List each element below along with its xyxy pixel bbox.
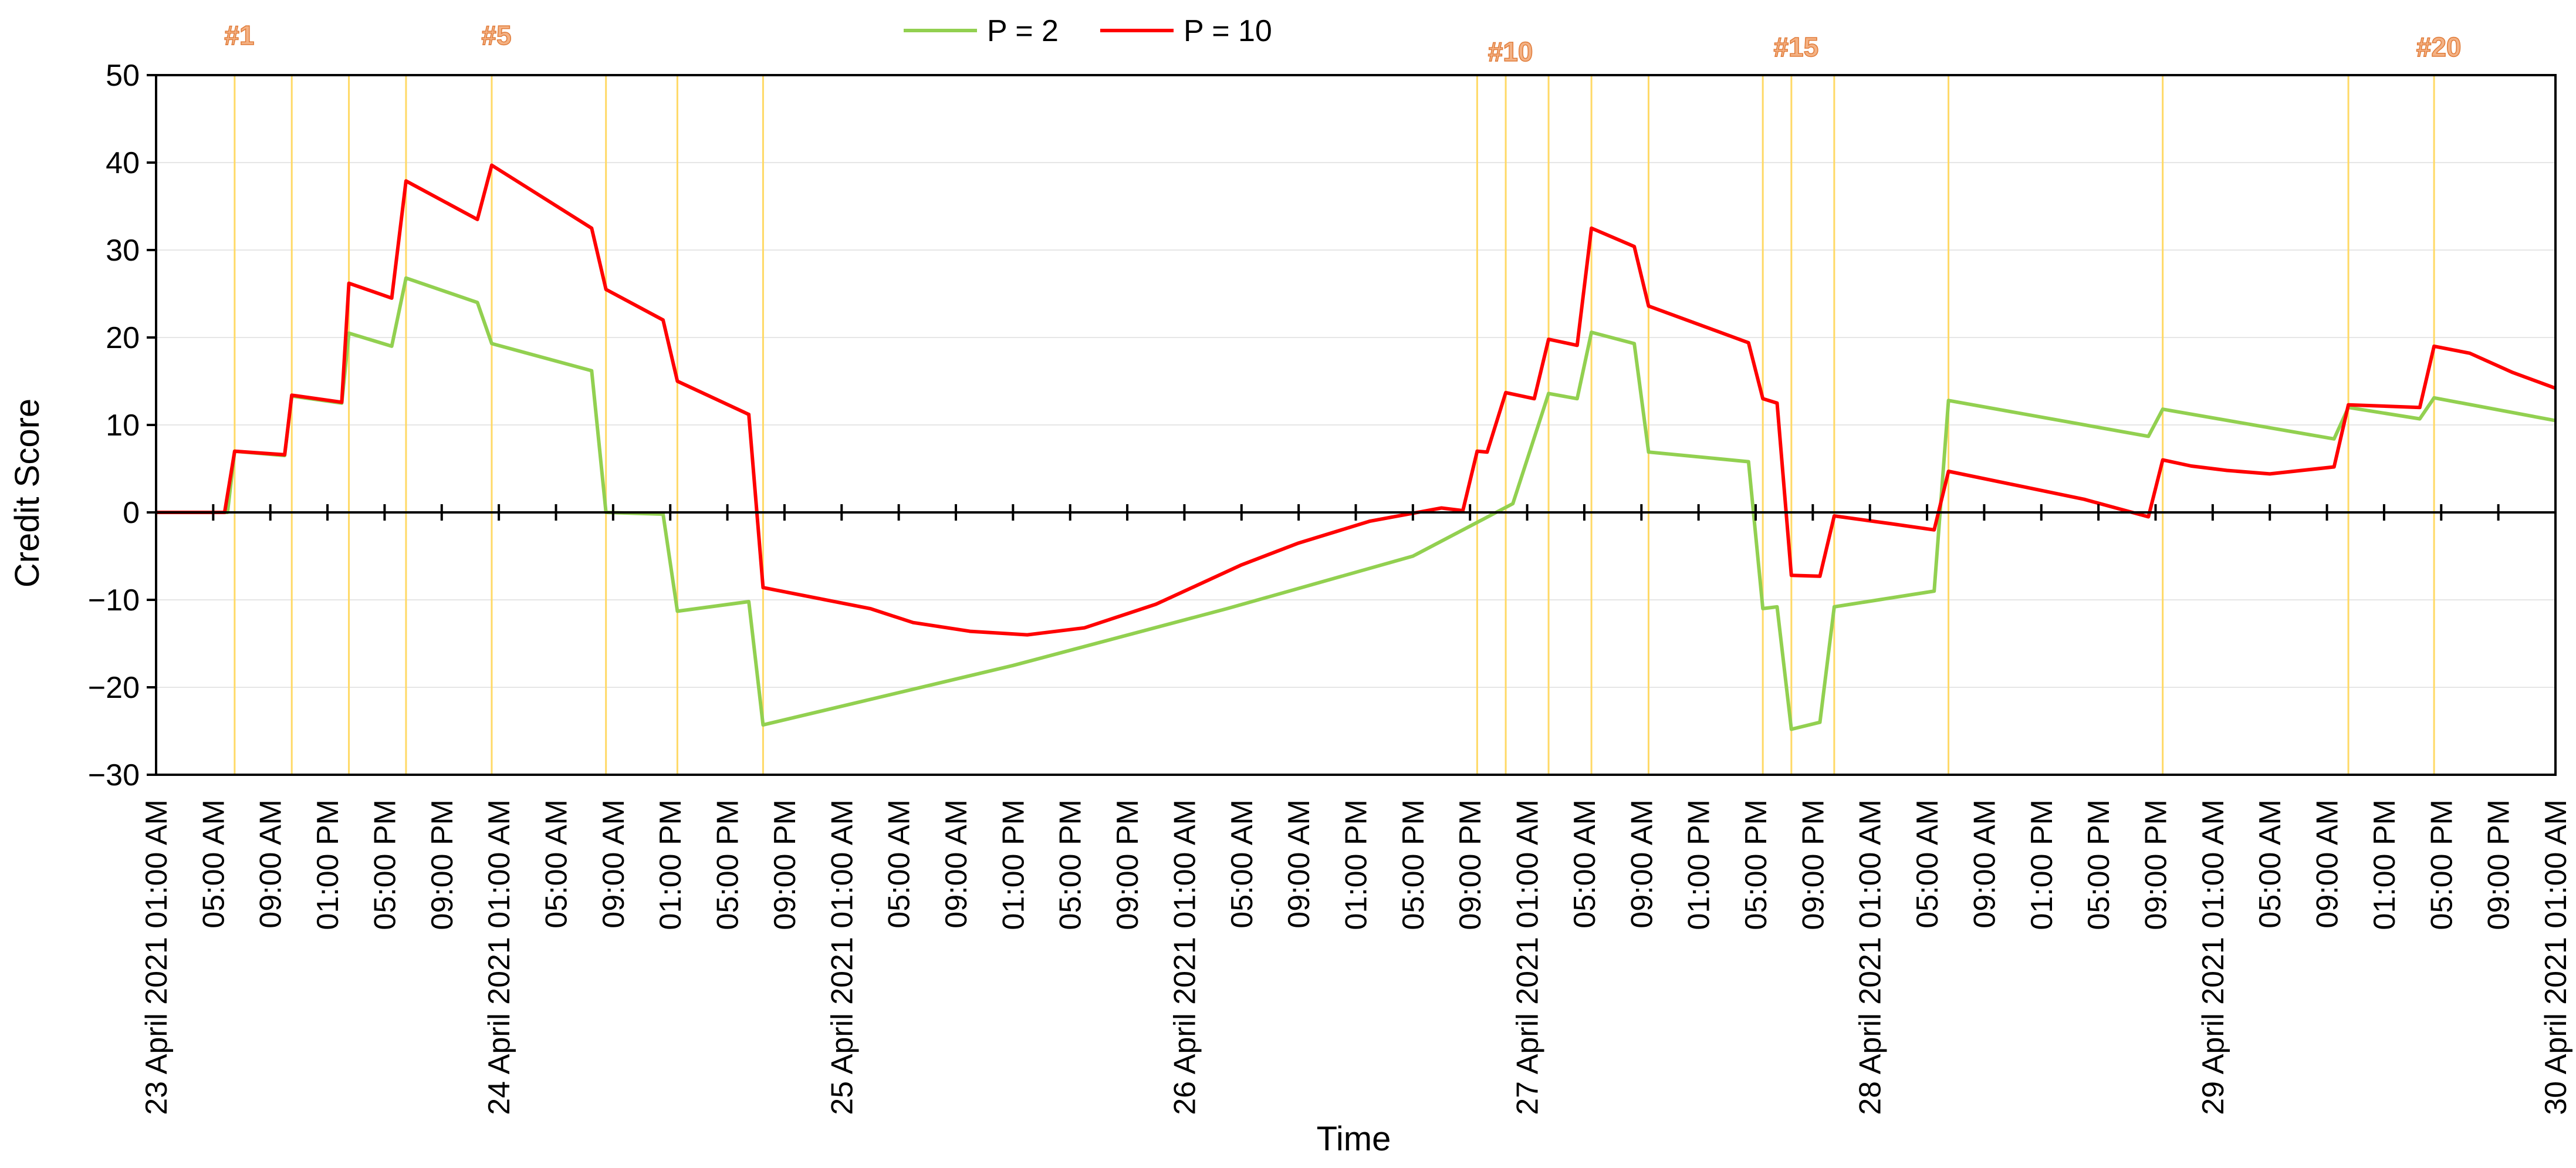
x-tick-label: 09:00 AM <box>254 799 288 929</box>
x-tick-label: 09:00 AM <box>597 799 631 929</box>
y-tick-label: 20 <box>106 321 140 355</box>
x-axis-title: Time <box>1317 1120 1391 1158</box>
x-tick-label: 05:00 AM <box>1568 799 1602 929</box>
x-tick-label: 05:00 PM <box>2082 799 2116 930</box>
x-tick-label: 24 April 2021 01:00 AM <box>482 799 516 1115</box>
x-tick-label: 29 April 2021 01:00 AM <box>2196 799 2230 1115</box>
event-lines <box>234 75 2435 775</box>
x-tick-label: 05:00 PM <box>1739 799 1773 930</box>
x-tick-label: 01:00 PM <box>2025 799 2059 930</box>
x-tick-label: 05:00 PM <box>368 799 402 930</box>
x-tick-label: 09:00 PM <box>2482 799 2516 930</box>
x-tick-label: 05:00 AM <box>2253 799 2287 929</box>
legend-label: P = 10 <box>1184 14 1272 48</box>
x-tick-label: 01:00 PM <box>996 799 1030 930</box>
y-tick-label: 40 <box>106 146 140 180</box>
x-tick-label: 01:00 PM <box>311 799 345 930</box>
x-tick-label: 05:00 AM <box>1911 799 1945 929</box>
y-axis-title: Credit Score <box>8 399 46 588</box>
event-label: #10 <box>1488 36 1533 67</box>
legend: P = 2 P = 10 <box>904 14 1272 48</box>
event-label: #20 <box>2416 32 2462 62</box>
x-tick-label: 09:00 PM <box>1453 799 1488 930</box>
y-tick-label: −10 <box>88 583 140 617</box>
x-tick-label: 05:00 AM <box>540 799 574 929</box>
x-tick-label: 05:00 PM <box>2425 799 2459 930</box>
y-tick-label: 10 <box>106 409 140 443</box>
series-line-1 <box>156 276 2556 731</box>
event-label: #15 <box>1773 32 1818 62</box>
x-tick-label: 01:00 PM <box>654 799 688 930</box>
x-tick-label: 05:00 AM <box>1225 799 1259 929</box>
x-tick-label: 30 April 2021 01:00 AM <box>2539 799 2573 1115</box>
y-tick-label: −30 <box>88 758 140 792</box>
event-labels: #1 #5 #10 #15 #20 <box>224 19 2462 67</box>
x-tick-label: 09:00 PM <box>2139 799 2173 930</box>
x-tick-label: 01:00 PM <box>1340 799 1374 930</box>
y-tick-label: −20 <box>88 671 140 705</box>
series-layer <box>156 163 2557 731</box>
legend-label: P = 2 <box>987 14 1059 48</box>
event-label: #1 <box>224 20 254 50</box>
x-tick-label: 25 April 2021 01:00 AM <box>825 799 859 1115</box>
x-tick-label: 05:00 PM <box>1397 799 1431 930</box>
x-tick-label: 05:00 AM <box>197 799 231 929</box>
x-tick-label: 01:00 PM <box>1682 799 1716 930</box>
x-tick-label: 26 April 2021 01:00 AM <box>1168 799 1202 1115</box>
x-tick-label: 05:00 PM <box>1054 799 1088 930</box>
x-tick-label: 23 April 2021 01:00 AM <box>140 799 174 1115</box>
x-tick-label: 09:00 PM <box>1111 799 1145 930</box>
x-tick-label: 05:00 PM <box>711 799 745 930</box>
x-tick-label: 09:00 PM <box>1796 799 1830 930</box>
x-tick-label: 28 April 2021 01:00 AM <box>1854 799 1888 1115</box>
x-tick-label: 09:00 AM <box>1968 799 2002 929</box>
gridlines <box>156 162 2555 688</box>
y-tick-label: 0 <box>123 496 140 530</box>
x-tick-label: 05:00 AM <box>883 799 917 929</box>
axes: −30 −20 −10 0 10 20 30 40 50 23 April 2021 01:00 … <box>88 59 2573 1115</box>
x-tick-label: 09:00 AM <box>1282 799 1316 929</box>
x-tick-label: 09:00 AM <box>2311 799 2345 929</box>
x-tick-label: 27 April 2021 01:00 AM <box>1511 799 1545 1115</box>
y-tick-label: 30 <box>106 234 140 268</box>
x-tick-label: 09:00 AM <box>939 799 973 929</box>
x-tick-label: 09:00 PM <box>768 799 802 930</box>
series-line-2 <box>156 163 2557 637</box>
event-label: #5 <box>481 20 511 50</box>
x-tick-label: 01:00 PM <box>2368 799 2402 930</box>
x-tick-label: 09:00 AM <box>1625 799 1659 929</box>
y-tick-label: 50 <box>106 59 140 93</box>
x-tick-label: 09:00 PM <box>425 799 459 930</box>
